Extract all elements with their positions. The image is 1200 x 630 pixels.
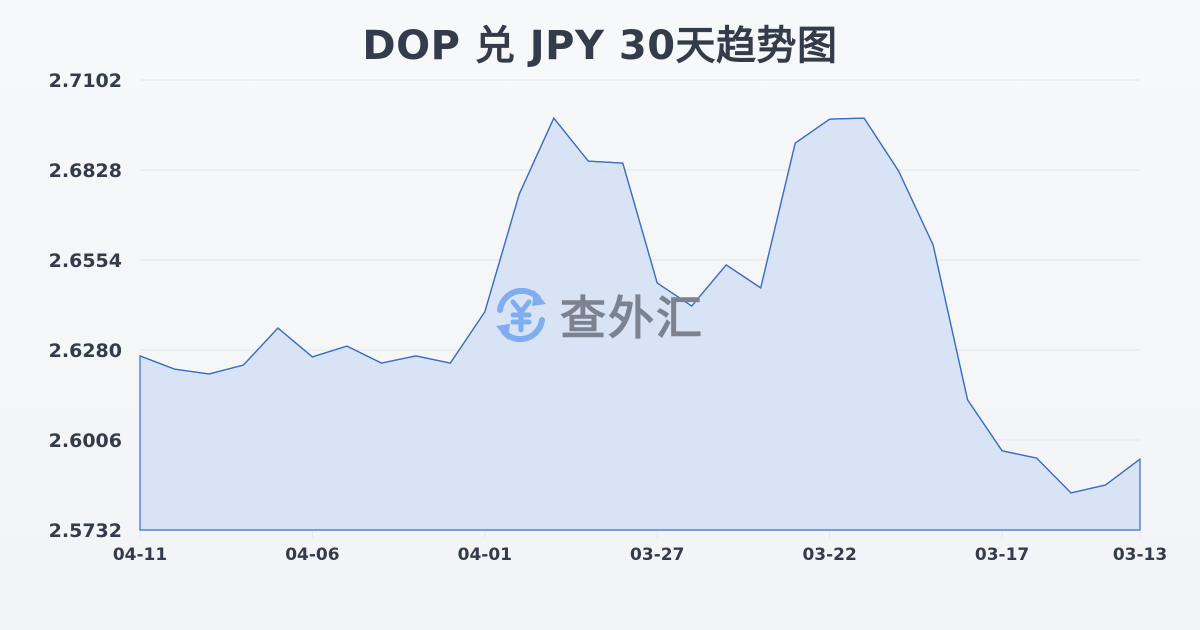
watermark-text: 查外汇 <box>560 291 704 345</box>
y-tick-label: 2.6828 <box>49 160 122 182</box>
watermark: 查外汇 <box>490 285 704 345</box>
chart-title: DOP 兑 JPY 30天趋势图 <box>362 23 838 69</box>
x-tick-label: 03-27 <box>630 545 684 565</box>
x-tick-label: 03-17 <box>975 545 1029 565</box>
x-tick-label: 04-11 <box>113 545 167 565</box>
y-tick-label: 2.7102 <box>49 70 122 92</box>
y-tick-label: 2.6006 <box>49 430 122 452</box>
y-tick-label: 2.6280 <box>49 340 122 362</box>
series-line <box>139 116 1141 494</box>
x-axis: 04-11 04-06 04-01 03-27 03-22 03-17 03-13 <box>113 530 1167 565</box>
x-tick-label: 04-01 <box>458 545 512 565</box>
y-tick-label: 2.5732 <box>49 520 122 542</box>
yen-exchange-icon <box>496 287 546 343</box>
x-tick-label: 03-22 <box>802 545 856 565</box>
y-axis: 2.7102 2.6828 2.6554 2.6280 2.6006 2.5732 <box>49 70 122 542</box>
y-tick-label: 2.6554 <box>49 250 122 272</box>
x-tick-label: 03-13 <box>1113 545 1167 565</box>
x-tick-label: 04-06 <box>285 545 339 565</box>
